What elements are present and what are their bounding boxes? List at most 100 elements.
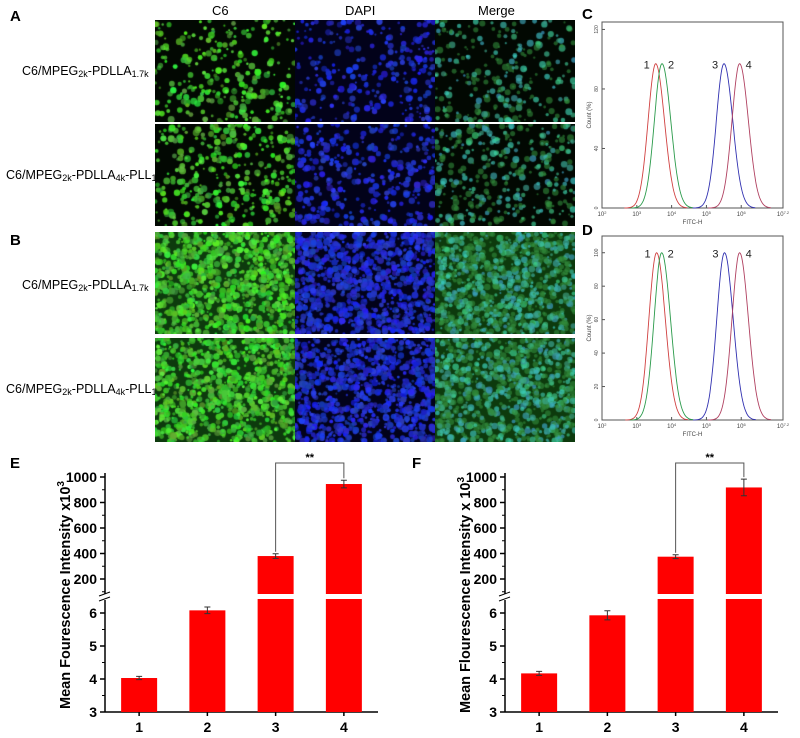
error-bar-3	[672, 554, 679, 560]
x-tick-label: 4	[740, 719, 748, 735]
x-tick-label: 4	[340, 719, 348, 735]
bar-4	[725, 487, 762, 712]
x-tick-label: 106	[737, 210, 747, 218]
x-tick-label: 103	[632, 210, 642, 218]
row-label-a2: C6/MPEG2k-PDLLA4k-PLL1k	[6, 168, 161, 183]
histogram-curve-3	[693, 252, 756, 421]
bar-1	[521, 673, 558, 712]
y-tick-label: 600	[74, 520, 98, 536]
y-tick-label: 40	[594, 350, 600, 356]
y-tick-label: 4	[89, 671, 97, 687]
panel-label-f: F	[412, 455, 422, 472]
axis-break-gap	[499, 594, 511, 600]
merge-micrograph	[435, 20, 575, 122]
y-axis-label: Count (%)	[587, 314, 593, 341]
error-bar-1	[136, 675, 143, 681]
bar-break-gap	[656, 594, 695, 599]
x-tick-label: 1	[535, 719, 543, 735]
error-bar-4	[740, 478, 747, 497]
bar-2	[589, 615, 626, 712]
error-bar-1	[536, 670, 543, 676]
bar-break-gap	[724, 594, 763, 599]
x-tick-label: 105	[702, 422, 712, 430]
y-tick-label: 20	[594, 384, 600, 390]
y-tick-label: 100	[594, 248, 600, 257]
bar-2	[189, 610, 226, 712]
curve-label-3: 3	[712, 60, 718, 72]
error-bar-2	[204, 606, 211, 615]
curve-label-3: 3	[712, 249, 718, 261]
merge-micrograph	[435, 338, 575, 442]
y-tick-label: 1000	[466, 469, 497, 485]
y-tick-label: 6	[489, 605, 497, 621]
y-tick-label: 60	[594, 317, 600, 323]
column-header-dapi: DAPI	[345, 3, 376, 18]
curve-label-4: 4	[746, 249, 752, 261]
histogram-curve-2	[630, 252, 694, 421]
c6-micrograph	[155, 20, 295, 122]
bar-3	[657, 556, 694, 712]
histogram-curve-4	[708, 252, 772, 421]
panel-label-a: A	[10, 8, 21, 25]
c6-micrograph	[155, 124, 295, 226]
y-tick-label: 6	[89, 605, 97, 621]
y-tick-label: 5	[89, 638, 97, 654]
y-tick-label: 800	[474, 495, 498, 511]
y-tick-label: 4	[489, 671, 497, 687]
y-axis-label: Mean Flourescence Intensity x 103	[456, 477, 474, 713]
error-bar-3	[272, 553, 279, 559]
x-tick-label: 105	[702, 210, 712, 218]
significance-bracket	[675, 462, 745, 553]
x-tick-label: 103	[632, 422, 642, 430]
x-tick-label: 102	[598, 422, 608, 430]
x-tick-label: 104	[667, 210, 677, 218]
column-header-c6: C6	[212, 3, 229, 18]
bar-break-gap	[324, 594, 363, 599]
error-bar-4	[340, 479, 347, 489]
panel-label-c: C	[582, 6, 593, 23]
bar-break-gap	[256, 594, 295, 599]
y-tick-label: 3	[489, 704, 497, 720]
histogram-curve-3	[692, 63, 756, 209]
y-tick-label: 120	[594, 25, 600, 34]
y-tick-label: 80	[594, 86, 600, 92]
y-tick-label: 40	[594, 145, 600, 151]
row-label-b1: C6/MPEG2k-PDLLA1.7k	[22, 278, 149, 293]
x-tick-label: 107.2	[777, 422, 790, 430]
panel-label-b: B	[10, 232, 21, 249]
significance-bracket	[275, 462, 345, 552]
y-tick-label: 400	[474, 546, 498, 562]
row-label-b2: C6/MPEG2k-PDLLA4k-PLL1k	[6, 382, 161, 397]
error-bar-2	[604, 610, 611, 621]
x-tick-label: 107.2	[777, 210, 790, 218]
merge-micrograph	[435, 232, 575, 334]
panel-label-d: D	[582, 222, 593, 239]
axis-break-mark	[98, 596, 111, 602]
axis-break-mark	[498, 596, 511, 602]
significance-label: **	[705, 452, 714, 464]
x-axis-label: FITC-H	[683, 220, 703, 226]
curve-label-1: 1	[645, 249, 651, 261]
x-tick-label: 102	[598, 210, 608, 218]
x-tick-label: 3	[672, 719, 680, 735]
bar-1	[121, 678, 158, 712]
y-tick-label: 200	[474, 571, 498, 587]
column-header-merge: Merge	[478, 3, 515, 18]
x-tick-label: 1	[135, 719, 143, 735]
panel-label-e: E	[10, 455, 21, 472]
dapi-micrograph	[295, 232, 435, 334]
y-tick-label: 200	[74, 571, 98, 587]
y-tick-label: 400	[74, 546, 98, 562]
dapi-micrograph	[295, 124, 435, 226]
dapi-micrograph	[295, 20, 435, 122]
histogram-curve-1	[624, 63, 688, 209]
x-axis-label: FITC-H	[683, 432, 703, 438]
histogram-curve-2	[630, 63, 694, 209]
y-axis-label: Mean Fourescence Intensity x103	[56, 481, 74, 709]
y-tick-label: 0	[594, 418, 600, 421]
merge-micrograph	[435, 124, 575, 226]
x-tick-label: 106	[737, 422, 747, 430]
dapi-micrograph	[295, 338, 435, 442]
x-tick-label: 3	[272, 719, 280, 735]
